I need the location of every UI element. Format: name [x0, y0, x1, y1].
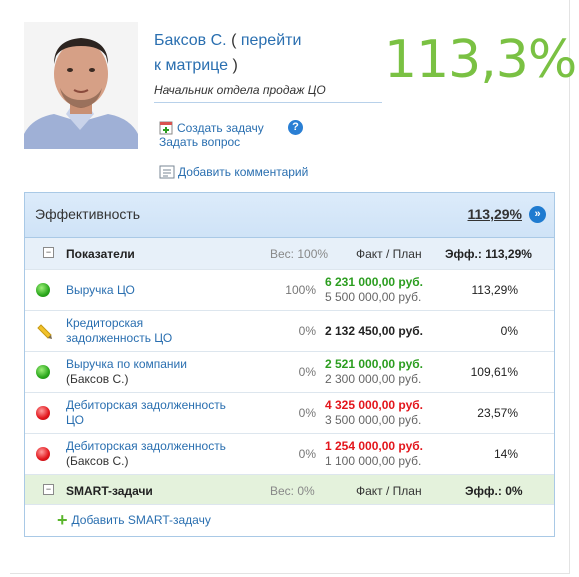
ask-question-link[interactable]: Задать вопрос [159, 135, 240, 149]
comment-icon [159, 165, 175, 182]
indicator-row: Дебиторская задолженность ЦО 0% 4 325 00… [25, 393, 554, 434]
matrix-link[interactable]: перейти [240, 32, 302, 49]
paren-open: ( [231, 32, 237, 49]
indicator-row: Выручка ЦО 100% 6 231 000,00 руб. 5 500 … [25, 270, 554, 311]
indicator-name-line1: Дебиторская задолженность [66, 439, 226, 453]
indicators-fact-plan: Факт / План [356, 247, 422, 261]
indicator-name-line2: (Баксов С.) [66, 372, 129, 386]
indicator-plan: 2 300 000,00 руб. [325, 372, 422, 386]
indicator-name-line1: Дебиторская задолженность [66, 398, 226, 412]
add-comment-label: Добавить комментарий [178, 165, 309, 179]
double-chevron-right-icon[interactable]: » [529, 206, 546, 223]
indicator-fact: 4 325 000,00 руб. [325, 398, 423, 412]
indicator-weight: 100% [285, 283, 316, 297]
indicator-eff: 109,61% [470, 365, 518, 379]
smart-add-row: + Добавить SMART-задачу [25, 505, 554, 535]
collapse-icon[interactable]: − [43, 247, 54, 258]
employee-photo [24, 22, 138, 149]
plus-icon: + [57, 510, 68, 530]
indicator-name-line1: Выручка по компании [66, 357, 187, 371]
calendar-plus-icon [159, 120, 174, 138]
indicators-eff: Эфф.: 113,29% [445, 247, 532, 261]
indicator-name-block[interactable]: Выручка по компании (Баксов С.) [66, 357, 256, 387]
indicator-fact: 2 132 450,00 руб. [325, 324, 423, 338]
indicator-name-block[interactable]: Дебиторская задолженность (Баксов С.) [66, 439, 256, 469]
indicator-fact: 6 231 000,00 руб. [325, 275, 423, 289]
indicator-row: Кредиторская задолженность ЦО 0% 2 132 4… [25, 311, 554, 352]
smart-weight: Вес: 0% [270, 484, 315, 498]
status-green-icon [36, 365, 50, 379]
collapse-icon[interactable]: − [43, 484, 54, 495]
help-icon[interactable]: ? [288, 120, 303, 135]
indicator-name-line1: Кредиторская [66, 316, 144, 330]
create-task-link[interactable]: Создать задачу [159, 120, 264, 138]
indicator-name-block[interactable]: Дебиторская задолженность ЦО [66, 398, 256, 428]
status-red-icon [36, 406, 50, 420]
indicator-weight: 0% [298, 406, 316, 420]
indicator-eff: 23,57% [477, 406, 518, 420]
employee-name[interactable]: Баксов С. [154, 32, 227, 49]
indicator-weight: 0% [298, 365, 316, 379]
pencil-icon [36, 324, 52, 339]
indicators-weight: Вес: 100% [270, 247, 329, 261]
indicator-eff: 14% [493, 447, 518, 461]
indicator-fact: 2 521 000,00 руб. [325, 357, 423, 371]
indicator-weight: 0% [298, 324, 316, 338]
indicators-title: Показатели [66, 247, 135, 261]
add-comment-link[interactable]: Добавить комментарий [159, 165, 308, 182]
add-smart-task-label: Добавить SMART-задачу [71, 513, 211, 527]
indicator-name-line2: (Баксов С.) [66, 454, 129, 468]
indicator-plan: 1 100 000,00 руб. [325, 454, 422, 468]
indicators-section-header: − Показатели Вес: 100% Факт / План Эфф.:… [25, 238, 554, 270]
indicator-row: Дебиторская задолженность (Баксов С.) 0%… [25, 434, 554, 475]
indicator-name[interactable]: Выручка ЦО [66, 283, 135, 297]
indicator-plan: 3 500 000,00 руб. [325, 413, 422, 427]
indicator-fact: 1 254 000,00 руб. [325, 439, 423, 453]
smart-eff: Эфф.: 0% [465, 484, 523, 498]
smart-section-header: − SMART-задачи Вес: 0% Факт / План Эфф.:… [25, 475, 554, 505]
indicator-name-block[interactable]: Кредиторская задолженность ЦО [66, 316, 256, 346]
efficiency-title: Эффективность [35, 206, 141, 222]
card-frame [10, 0, 570, 574]
paren-close: ) [232, 57, 238, 74]
status-green-icon [36, 283, 50, 297]
indicator-eff: 0% [500, 324, 518, 338]
smart-fact-plan: Факт / План [356, 484, 422, 498]
efficiency-header: Эффективность 113,29% » [25, 193, 554, 238]
status-red-icon [36, 447, 50, 461]
indicator-name-line2: задолженность ЦО [66, 331, 173, 345]
overall-percent: 113,3% [384, 30, 577, 90]
add-smart-task-link[interactable]: + Добавить SMART-задачу [57, 505, 211, 535]
smart-title: SMART-задачи [66, 484, 153, 498]
indicator-name-line2: ЦО [66, 413, 84, 427]
job-title: Начальник отдела продаж ЦО [154, 83, 382, 103]
efficiency-total[interactable]: 113,29% [467, 206, 523, 222]
indicator-eff: 113,29% [471, 283, 518, 297]
create-task-label: Создать задачу [177, 121, 264, 135]
indicator-row: Выручка по компании (Баксов С.) 0% 2 521… [25, 352, 554, 393]
employee-name-block: Баксов С. ( перейти к матрице ) [154, 28, 324, 78]
ask-question-label: Задать вопрос [159, 135, 241, 149]
indicator-plan: 5 500 000,00 руб. [325, 290, 422, 304]
efficiency-panel: Эффективность 113,29% » − Показатели Вес… [24, 192, 555, 537]
indicator-weight: 0% [298, 447, 316, 461]
matrix-link-2[interactable]: к матрице [154, 57, 229, 74]
